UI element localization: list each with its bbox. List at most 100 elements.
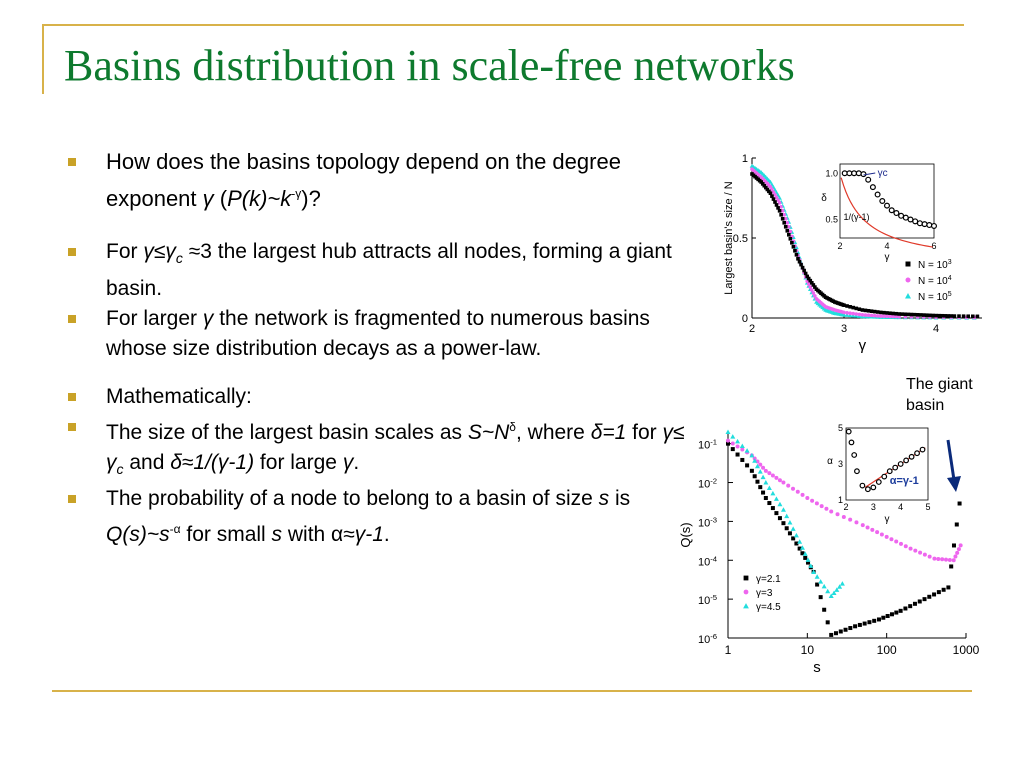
- data-point: [808, 563, 814, 568]
- data-point: [875, 310, 880, 314]
- data-point: [767, 501, 772, 506]
- data-point: [818, 595, 823, 600]
- bullet-text-part: δ: [509, 419, 516, 434]
- data-point: [771, 197, 776, 201]
- inset-data-point: [851, 452, 858, 458]
- data-point: [872, 313, 877, 318]
- data-point: [819, 504, 824, 509]
- legend-label: N = 103: [918, 259, 952, 271]
- legend-marker: [743, 575, 749, 581]
- data-point: [841, 514, 846, 519]
- data-point: [752, 458, 758, 463]
- inset-data-point: [845, 428, 852, 435]
- data-point: [913, 548, 918, 553]
- data-point: [949, 564, 954, 569]
- bullet-item: The probability of a node to belong to a…: [68, 484, 688, 550]
- giant-basin-arrow: [946, 439, 956, 481]
- data-point: [760, 182, 765, 186]
- bullet-text-part: γ: [202, 186, 214, 212]
- data-point: [763, 468, 768, 473]
- data-point: [891, 311, 895, 316]
- bullet-item: For larger γ the network is fragmented t…: [68, 304, 688, 364]
- data-point: [885, 314, 889, 319]
- data-point: [797, 539, 803, 544]
- data-point: [818, 579, 824, 584]
- data-point: [768, 179, 773, 184]
- y-tick-label: 10-4: [698, 554, 718, 568]
- bullet-text-part: S~N: [467, 420, 510, 444]
- bullet-text-part: γ≤ γ: [106, 420, 685, 474]
- legend-marker: [905, 293, 911, 299]
- inset-data-point: [908, 453, 915, 460]
- data-point: [776, 206, 780, 210]
- y-axis-label: Q(s): [678, 522, 693, 547]
- data-point: [951, 543, 956, 548]
- largest-basin-chart-svg: 2 3 4 0 0.5 1 γ Largest basin's size / N N = 103…: [723, 153, 982, 354]
- data-point: [884, 534, 889, 539]
- data-point: [780, 217, 785, 221]
- bullet-text-part: s: [271, 522, 283, 546]
- data-point: [952, 314, 957, 318]
- giant-basin-annotation-line2: basin: [906, 397, 945, 414]
- inset-x-tick-label: 5: [925, 502, 930, 512]
- data-point: [825, 588, 831, 594]
- data-point: [869, 309, 874, 313]
- data-point: [900, 312, 905, 316]
- data-point: [765, 187, 770, 192]
- data-point: [811, 291, 816, 295]
- x-tick-label: 2: [749, 323, 755, 335]
- data-point: [848, 517, 853, 522]
- data-point: [931, 313, 935, 318]
- bullet-text-part: γ≤γ: [143, 240, 176, 264]
- slide-title: Basins distribution in scale-free networ…: [64, 41, 795, 90]
- bullet-text-part: ≈3 the largest hub attracts all nodes, f…: [106, 240, 672, 300]
- bullet-item: How does the basins topology depend on t…: [68, 146, 688, 215]
- inset-y-tick-label: 0.5: [825, 215, 838, 225]
- data-point: [784, 513, 790, 519]
- inset-data-point: [854, 468, 860, 475]
- data-point: [799, 545, 805, 550]
- data-point: [802, 268, 806, 273]
- data-point: [749, 468, 754, 473]
- inset-frame: [839, 163, 935, 239]
- inset-data-point: [869, 184, 876, 191]
- inset-data-point: [897, 461, 904, 467]
- bullet-marker: [68, 158, 76, 166]
- data-point: [767, 471, 772, 476]
- data-point: [813, 285, 817, 289]
- bullet-text: How does the basins topology depend on t…: [106, 149, 621, 211]
- bullet-item: Mathematically:: [68, 382, 688, 412]
- bullet-text-part: .: [383, 522, 390, 546]
- data-point: [774, 203, 779, 207]
- data-point: [881, 615, 886, 620]
- data-point: [862, 621, 867, 626]
- data-point: [888, 314, 892, 319]
- data-point: [770, 490, 776, 496]
- data-point: [745, 463, 750, 468]
- data-point: [770, 506, 775, 511]
- data-point: [953, 554, 958, 559]
- data-point: [813, 294, 817, 298]
- data-point: [957, 501, 962, 506]
- data-point: [780, 507, 786, 512]
- data-point: [779, 205, 783, 209]
- inset-data-point: [875, 479, 882, 485]
- inset-data-point: [864, 486, 871, 493]
- data-point: [889, 537, 894, 542]
- data-point: [735, 452, 740, 457]
- y-tick-label: 10-5: [698, 593, 717, 607]
- data-point: [932, 592, 937, 597]
- data-point: [755, 479, 760, 484]
- data-point: [912, 312, 917, 317]
- data-point: [799, 262, 803, 267]
- bullet-marker: [68, 494, 76, 503]
- y-tick-label: 10-6: [698, 632, 717, 646]
- inset-data-point: [841, 170, 848, 177]
- data-point: [782, 213, 786, 217]
- inset-data-point: [846, 170, 853, 177]
- basin-size-distribution-chart: 1 10 100 1000 10-6 10-5 10-4 10-3 10-2 10-1 s Q(s) γ…: [676, 420, 986, 685]
- data-point: [777, 516, 782, 521]
- data-point: [800, 551, 805, 556]
- data-point: [824, 506, 829, 511]
- inset-alpha-label: α=γ-1: [890, 475, 919, 487]
